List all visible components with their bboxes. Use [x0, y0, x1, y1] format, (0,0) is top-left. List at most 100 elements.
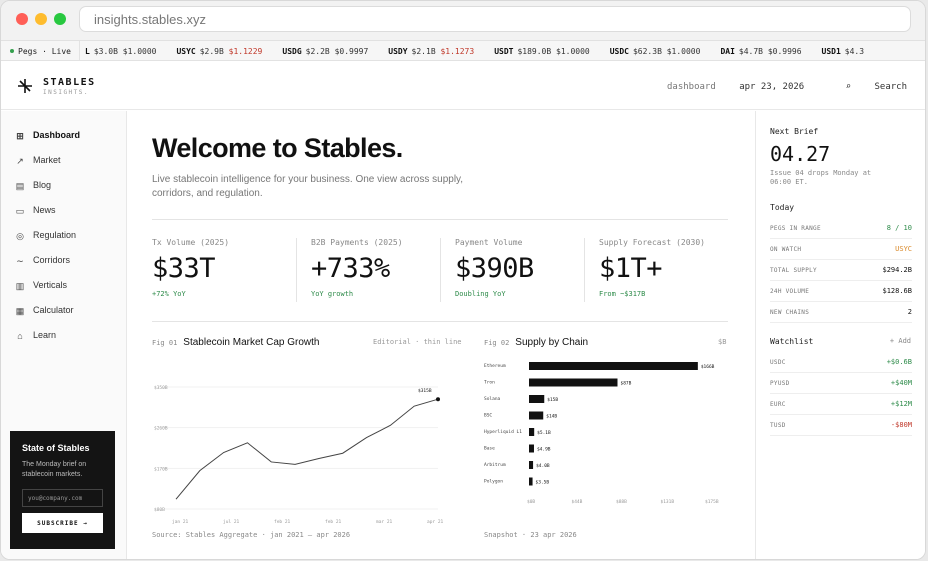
ticker-price: $1.1229: [228, 47, 263, 56]
watchlist-row[interactable]: EURC +$12M: [770, 395, 912, 415]
search-label: Search: [874, 82, 907, 92]
ticker-supply: $62.3B: [632, 47, 662, 56]
today-row[interactable]: ON WATCH USYC: [770, 240, 912, 260]
row-value: 2: [907, 308, 912, 316]
row-value: 8 / 10: [886, 224, 912, 232]
email-input[interactable]: you@company.com: [22, 489, 103, 507]
kpi-label: Supply Forecast (2030): [599, 238, 705, 247]
category-label: Tron: [484, 380, 495, 386]
address-bar[interactable]: insights.stables.xyz: [79, 6, 911, 32]
row-value: -$80M: [890, 421, 912, 429]
ticker-item[interactable]: DAI $4.7B $0.9996: [720, 47, 801, 56]
sidebar-item-verticals[interactable]: ▥ Verticals: [1, 273, 126, 298]
kpi-value: $33T: [152, 253, 216, 284]
bar: [529, 378, 618, 387]
x-tick-label: jan 21: [172, 519, 189, 525]
ticker-item[interactable]: L $3.0B $1.0000: [85, 47, 156, 56]
ticker-item[interactable]: USDY $2.1B $1.1273: [388, 47, 474, 56]
today-row[interactable]: NEW CHAINS 2: [770, 303, 912, 323]
watchlist-row[interactable]: TUSD -$80M: [770, 416, 912, 436]
divider: [152, 219, 728, 220]
watchlist-label: Watchlist: [770, 337, 814, 346]
sidebar-item-calculator[interactable]: ▦ Calculator: [1, 298, 126, 323]
bar-value-label: $4.9B: [537, 447, 551, 453]
bar: [529, 395, 545, 403]
category-label: BSC: [484, 413, 492, 419]
search-icon: ⌕: [845, 82, 852, 92]
bar-value-label: $14B: [546, 414, 557, 420]
subscribe-button[interactable]: SUBSCRIBE →: [22, 513, 103, 533]
ticker-item[interactable]: USYC $2.9B $1.1229: [176, 47, 262, 56]
today-row[interactable]: TOTAL SUPPLY $294.2B: [770, 261, 912, 281]
kpi-delta: YoY growth: [311, 290, 354, 298]
ticker-item[interactable]: USDT $189.0B $1.0000: [494, 47, 590, 56]
fig1-note: Editorial · thin line: [373, 338, 462, 346]
close-window-button[interactable]: [16, 13, 28, 25]
x-tick-label: $175B: [705, 499, 719, 505]
sidebar-item-blog[interactable]: ▤ Blog: [1, 173, 126, 198]
wave-icon: ∼: [16, 256, 24, 266]
x-tick-label: feb 21: [274, 519, 291, 525]
cap-icon: ⌂: [17, 331, 23, 341]
watchlist-row[interactable]: PYUSD +$40M: [770, 374, 912, 394]
brand-subtitle: INSIGHTS.: [43, 89, 90, 96]
category-label: Hyperliquid L1: [484, 429, 522, 435]
bar-value-label: $3.5B: [536, 480, 550, 486]
today-row[interactable]: 24H VOLUME $128.6B: [770, 282, 912, 302]
sidebar-item-corridors[interactable]: ∼ Corridors: [1, 248, 126, 273]
row-key: PYUSD: [770, 380, 790, 387]
ticker-supply: $2.2B: [305, 47, 330, 56]
watchlist-add-button[interactable]: + Add: [889, 337, 911, 345]
promo-text: The Monday brief on stablecoin markets.: [22, 461, 87, 478]
kpi-delta: +72% YoY: [152, 290, 186, 298]
bar: [529, 411, 544, 420]
kpi-card: B2B Payments (2025) +733% YoY growth: [311, 238, 451, 298]
x-tick-label: mar 21: [376, 519, 393, 525]
fig2-header: Fig 02 Supply by Chain: [484, 337, 588, 348]
ticker-symbol: USDY: [388, 47, 408, 56]
sidebar-item-dashboard[interactable]: ⊞ Dashboard: [1, 123, 126, 148]
kpi-value: $1T+: [599, 253, 663, 284]
kpi-card: Payment Volume $390B Doubling YoY: [455, 238, 595, 298]
row-key: NEW CHAINS: [770, 309, 810, 316]
ticker-item[interactable]: USDG $2.2B $0.9997: [282, 47, 368, 56]
top-bar: STABLES INSIGHTS. dashboard apr 23, 2026…: [1, 62, 925, 110]
row-key: USDC: [770, 359, 786, 366]
sidebar-item-label: Regulation: [33, 230, 77, 240]
row-value: USYC: [895, 245, 912, 253]
sidebar-item-regulation[interactable]: ◎ Regulation: [1, 223, 126, 248]
watchlist-row[interactable]: USDC +$0.6B: [770, 353, 912, 373]
sidebar-item-news[interactable]: ▭ News: [1, 198, 126, 223]
kpi-label: Payment Volume: [455, 238, 523, 247]
ticker-item[interactable]: USD1 $4.3: [822, 47, 865, 56]
live-dot-icon: [10, 48, 14, 53]
brand-name[interactable]: STABLES: [43, 77, 96, 88]
ticker-symbol: USDC: [609, 47, 629, 56]
calculator-icon: ▦: [15, 306, 25, 316]
ticker-item[interactable]: USDC $62.3B $1.0000: [610, 47, 701, 56]
main-content: Welcome to Stables. Live stablecoin inte…: [128, 111, 754, 559]
today-row[interactable]: PEGS IN RANGE 8 / 10: [770, 219, 912, 239]
row-key: 24H VOLUME: [770, 288, 810, 295]
ticker-supply: $4.3: [844, 47, 865, 56]
current-date: apr 23, 2026: [739, 82, 805, 92]
ticker-symbol: USDG: [282, 47, 302, 56]
bars-icon: ▥: [15, 281, 25, 291]
ticker-symbol: USDT: [494, 47, 514, 56]
bar-value-label: $15B: [547, 397, 558, 403]
search-button[interactable]: ⌕ Search: [828, 82, 907, 92]
supply-by-chain-bar-chart: Ethereum $166B Tron $87B Solana $15B BSC $14B Hy…: [484, 362, 719, 505]
browser-chrome: insights.stables.xyz: [1, 1, 925, 41]
maximize-window-button[interactable]: [54, 13, 66, 25]
category-label: Arbitrum: [484, 462, 506, 468]
bar-value-label: $166B: [701, 364, 715, 370]
sidebar-item-market[interactable]: ↗ Market: [1, 148, 126, 173]
stables-logo-icon[interactable]: [17, 78, 33, 94]
minimize-window-button[interactable]: [35, 13, 47, 25]
x-tick-label: $88B: [616, 499, 627, 505]
x-tick-label: $44B: [572, 499, 583, 505]
row-key: PEGS IN RANGE: [770, 225, 821, 232]
row-value: $128.6B: [882, 287, 912, 295]
sidebar-item-learn[interactable]: ⌂ Learn: [1, 323, 126, 348]
sidebar-item-label: News: [33, 205, 56, 215]
